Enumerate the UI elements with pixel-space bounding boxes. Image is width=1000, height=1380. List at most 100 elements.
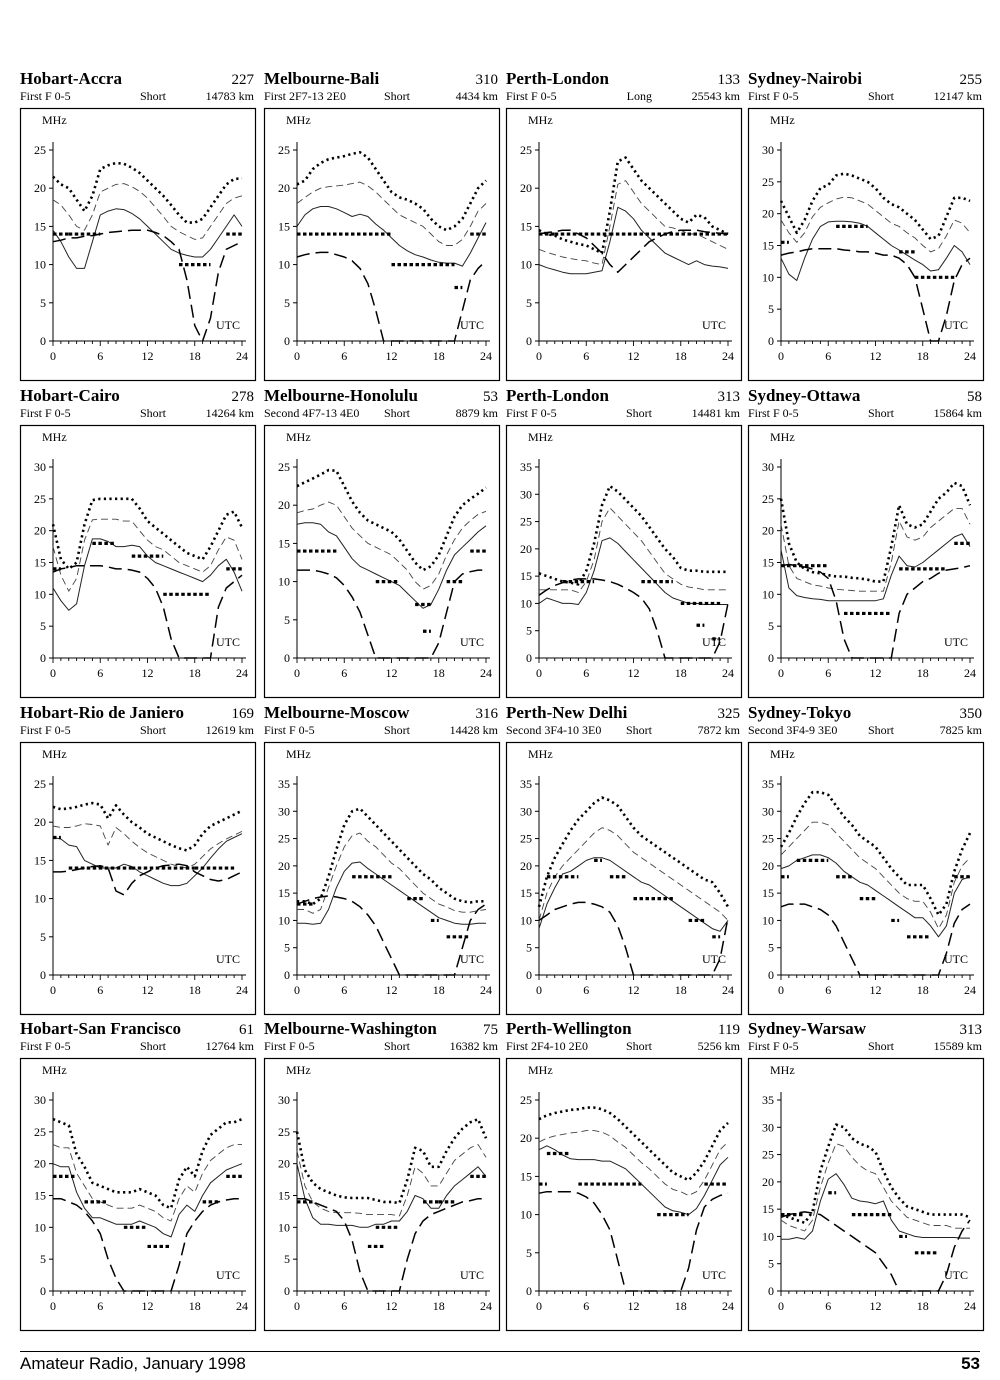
y-tick-label: 5 [526,296,532,310]
x-tick-label: 6 [583,1299,589,1313]
series-upper-line [538,1106,729,1182]
series-mid-lower-line [538,1145,729,1216]
chart-title: Hobart-Cairo [20,386,120,405]
chart-title: Sydney-Nairobi [748,69,862,88]
chart-frame [747,741,985,1016]
series-lower-line [538,229,729,273]
y-unit-label: MHz [42,747,67,761]
x-tick-label: 18 [189,349,201,363]
y-tick-label: 0 [768,334,774,348]
chart-distance: 12764 km [206,1039,255,1053]
x-tick-label: 0 [50,983,56,997]
y-tick-label: 10 [278,575,290,589]
chart-frame [263,1057,501,1332]
y-tick-label: 15 [762,886,774,900]
footer-rule [20,1351,980,1352]
chart-title: Perth-London [506,386,610,405]
y-tick-label: 0 [526,1284,532,1298]
x-tick-label: 18 [917,349,929,363]
x-tick-label: 6 [341,666,347,680]
x-tick-label: 0 [536,983,542,997]
utc-label: UTC [216,635,240,649]
x-tick-label: 0 [778,1299,784,1313]
series-mid-upper-line [538,827,729,921]
x-tick-label: 18 [917,666,929,680]
y-tick-label: 30 [278,1093,290,1107]
series-upper-line [295,1117,488,1205]
series-mid-lower-line [538,206,729,275]
chart-svg: Perth-London 313 First F 0-5 Short 14481 km M… [505,386,743,699]
chart-melbourne-bali: Melbourne-Bali 310 First 2F7-13 2E0 Short 44… [263,68,501,382]
y-tick-label: 15 [762,1202,774,1216]
x-tick-label: 24 [480,1299,492,1313]
y-tick-label: 20 [520,542,532,556]
series-upper-line [297,807,486,906]
chart-frame [19,107,257,382]
chart-perth-wellington: Perth-Wellington 119 First 2F4-10 2E0 Short… [505,1018,743,1332]
utc-label: UTC [216,952,240,966]
chart-number: 350 [960,706,983,722]
utc-label: UTC [460,952,484,966]
chart-title: Perth-London [506,69,610,88]
utc-label: UTC [944,635,968,649]
chart-svg: Hobart-Rio de Janiero 169 First F 0-5 Short… [19,703,257,1016]
chart-number: 313 [718,389,741,405]
y-tick-label: 20 [762,524,774,538]
y-tick-label: 20 [762,1175,774,1189]
y-unit-label: MHz [528,747,553,761]
x-tick-label: 24 [722,666,734,680]
x-tick-label: 18 [189,1299,201,1313]
y-tick-label: 35 [762,1093,774,1107]
chart-number: 255 [960,72,983,88]
y-tick-label: 25 [34,777,46,791]
x-tick-label: 12 [870,1299,882,1313]
x-tick-label: 0 [294,349,300,363]
x-tick-label: 24 [236,983,248,997]
y-tick-label: 25 [34,1125,46,1139]
x-tick-label: 0 [50,666,56,680]
chart-distance: 12147 km [934,89,983,103]
chart-number: 313 [960,1022,983,1038]
y-tick-label: 0 [526,334,532,348]
chart-number: 133 [718,72,741,88]
y-tick-label: 30 [34,1093,46,1107]
x-tick-label: 24 [722,983,734,997]
x-tick-label: 24 [964,666,976,680]
y-tick-label: 20 [520,859,532,873]
chart-frame [505,107,743,382]
x-tick-label: 24 [480,666,492,680]
x-tick-label: 12 [142,1299,154,1313]
y-tick-label: 35 [278,777,290,791]
y-tick-label: 10 [34,892,46,906]
chart-mode: First F 0-5 [264,1039,315,1053]
utc-label: UTC [216,318,240,332]
y-tick-label: 20 [520,181,532,195]
chart-path-type: Short [384,1039,411,1053]
chart-perth-london: Perth-London 133 First F 0-5 Long 25543 km MH… [505,68,743,382]
x-tick-label: 0 [50,349,56,363]
y-tick-label: 20 [278,498,290,512]
series-mid-upper-line [52,183,243,240]
y-unit-label: MHz [286,113,311,127]
chart-svg: Perth-London 133 First F 0-5 Long 25543 km MH… [505,69,743,382]
chart-number: 119 [718,1022,740,1038]
chart-melbourne-honolulu: Melbourne-Honolulu 53 Second 4F7-13 4E0 Sho… [263,385,501,699]
chart-mode: First F 0-5 [748,406,799,420]
x-tick-label: 24 [236,349,248,363]
y-unit-label: MHz [770,430,795,444]
chart-distance: 7825 km [940,723,983,737]
chart-perth-new-delhi: Perth-New Delhi 325 Second 3F4-10 3E0 Short… [505,702,743,1016]
x-tick-label: 18 [189,666,201,680]
chart-title: Melbourne-Honolulu [264,386,418,405]
chart-svg: Perth-Wellington 119 First 2F4-10 2E0 Short… [505,1019,743,1332]
x-tick-label: 6 [97,983,103,997]
series-lower-line [538,901,729,976]
x-tick-label: 18 [433,349,445,363]
y-tick-label: 0 [284,968,290,982]
x-tick-label: 12 [870,349,882,363]
chart-mode: Second 4F7-13 4E0 [264,406,359,420]
x-tick-label: 12 [628,666,640,680]
series-mid-upper-line [52,518,243,592]
